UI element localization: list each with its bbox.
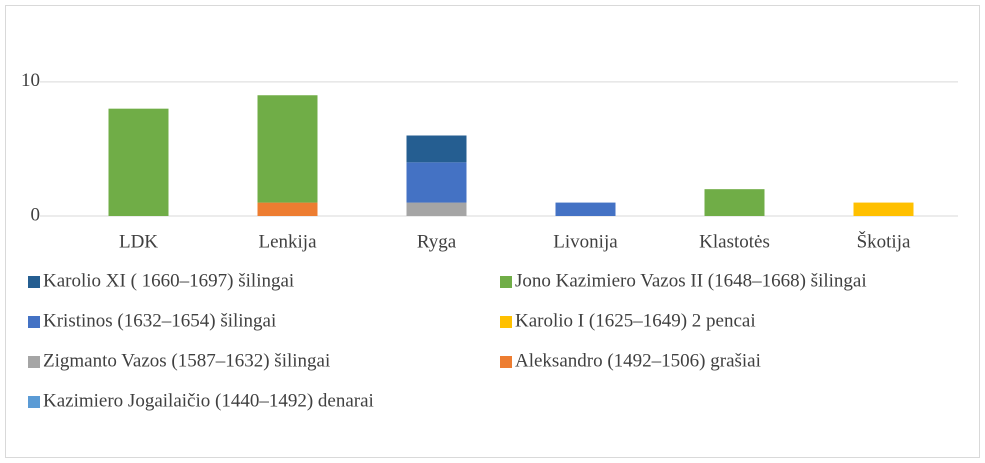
x-tick-label: Lenkija bbox=[258, 231, 317, 252]
bar-segment bbox=[406, 162, 467, 203]
x-tick-label: Škotija bbox=[857, 230, 911, 252]
legend-swatch bbox=[500, 316, 512, 328]
legend-swatch bbox=[28, 396, 40, 408]
bar-segment bbox=[406, 135, 467, 163]
legend-label: Kristinos (1632–1654) šilingai bbox=[43, 310, 276, 331]
legend-label: Kazimiero Jogailaičio (1440–1492) denara… bbox=[43, 390, 374, 411]
legend-label: Zigmanto Vazos (1587–1632) šilingai bbox=[43, 350, 330, 371]
y-tick-label: 0 bbox=[31, 204, 41, 225]
y-tick-label: 10 bbox=[21, 70, 40, 91]
legend-label: Aleksandro (1492–1506) grašiai bbox=[515, 350, 761, 371]
legend-label: Karolio XI ( 1660–1697) šilingai bbox=[43, 270, 294, 291]
bar-segment bbox=[257, 202, 318, 216]
bar-segment bbox=[555, 202, 616, 216]
bar-segment bbox=[406, 202, 467, 216]
x-tick-label: Livonija bbox=[553, 231, 618, 252]
bar-segment bbox=[704, 189, 765, 216]
legend-swatch bbox=[28, 316, 40, 328]
legend-label: Jono Kazimiero Vazos II (1648–1668) šili… bbox=[515, 270, 867, 291]
x-tick-label: Ryga bbox=[417, 231, 457, 252]
legend-swatch bbox=[28, 276, 40, 288]
chart-border bbox=[5, 5, 980, 458]
legend-swatch bbox=[500, 276, 512, 288]
legend-swatch bbox=[500, 356, 512, 368]
legend-label: Karolio I (1625–1649) 2 pencai bbox=[515, 310, 756, 331]
bar-segment bbox=[853, 202, 914, 216]
x-tick-label: LDK bbox=[119, 231, 158, 252]
x-tick-label: Klastotės bbox=[699, 231, 770, 252]
bar-segment bbox=[257, 95, 318, 203]
legend-swatch bbox=[28, 356, 40, 368]
bar-segment bbox=[108, 108, 169, 216]
